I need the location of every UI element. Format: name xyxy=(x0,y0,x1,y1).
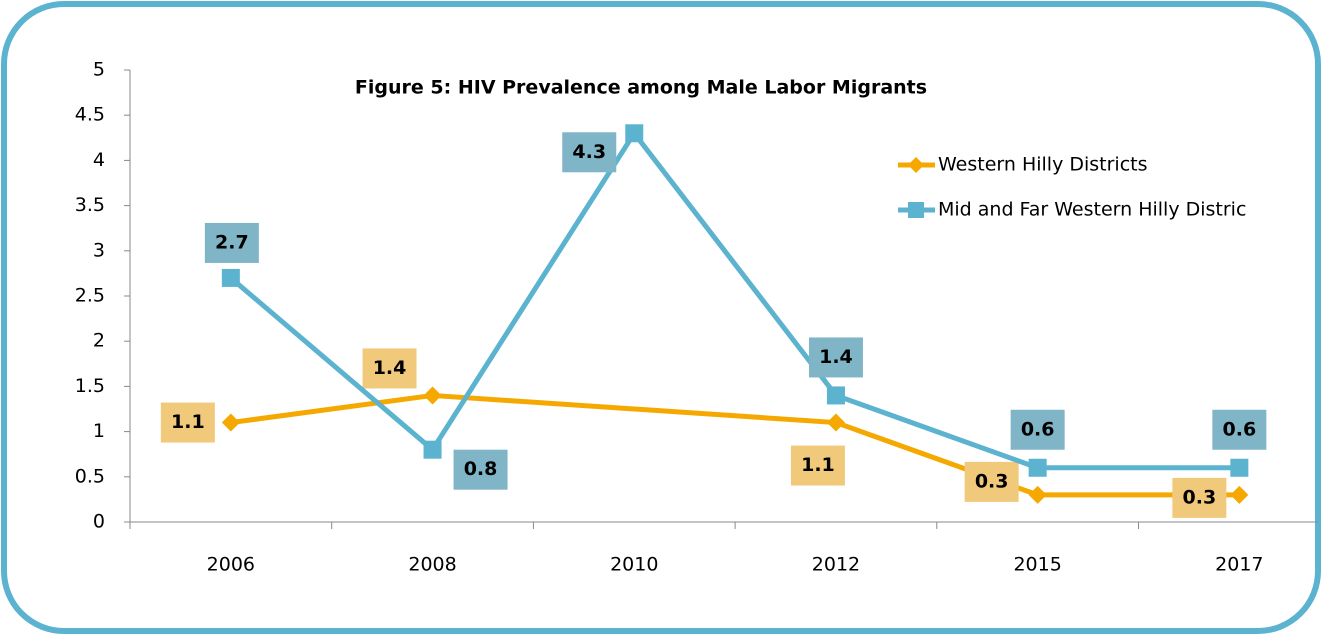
legend-marker xyxy=(908,157,924,173)
data-label-box xyxy=(1010,409,1065,450)
data-label: 1.1 xyxy=(801,454,835,476)
x-tick-label: 2017 xyxy=(1215,554,1263,576)
data-label: 0.3 xyxy=(1183,486,1217,508)
data-label-box xyxy=(160,402,215,443)
data-label-box xyxy=(1172,477,1227,518)
marker xyxy=(423,440,442,459)
data-label-box xyxy=(1212,409,1267,450)
x-tick-label: 2015 xyxy=(1013,554,1061,576)
data-label: 2.7 xyxy=(215,231,249,253)
data-label: 4.3 xyxy=(572,141,606,163)
marker xyxy=(1028,485,1047,504)
legend-marker xyxy=(908,202,924,218)
y-tick-label: 1.5 xyxy=(75,375,105,397)
y-tick-label: 3.5 xyxy=(75,194,105,216)
data-label-box xyxy=(790,445,845,486)
marker xyxy=(826,386,845,405)
x-tick-label: 2010 xyxy=(610,554,658,576)
data-label-box xyxy=(964,461,1019,502)
marker xyxy=(1028,458,1047,477)
data-label-box xyxy=(808,337,863,378)
y-tick-label: 5 xyxy=(93,59,105,81)
data-label: 0.6 xyxy=(1223,418,1257,440)
marker xyxy=(625,124,644,143)
x-tick-label: 2006 xyxy=(207,554,255,576)
legend-label: Mid and Far Western Hilly Distric xyxy=(938,199,1246,221)
y-tick-label: 4 xyxy=(93,149,105,171)
marker xyxy=(1230,485,1249,504)
data-label: 1.1 xyxy=(171,411,205,433)
data-label: 0.6 xyxy=(1021,418,1055,440)
y-tick-label: 0.5 xyxy=(75,465,105,487)
data-label: 0.8 xyxy=(464,458,498,480)
data-label-box xyxy=(453,449,508,490)
series-line xyxy=(229,130,1240,471)
data-label-box xyxy=(562,132,617,173)
data-label-box xyxy=(204,222,259,263)
marker xyxy=(826,413,845,432)
marker xyxy=(1230,458,1249,477)
data-label-box xyxy=(362,348,417,389)
y-tick-label: 0 xyxy=(93,511,105,533)
x-tick-label: 2008 xyxy=(408,554,456,576)
data-label: 1.4 xyxy=(373,357,407,379)
marker xyxy=(221,413,240,432)
gap-connector xyxy=(432,392,837,426)
data-label: 0.3 xyxy=(975,470,1009,492)
y-tick-label: 3 xyxy=(93,239,105,261)
x-tick-label: 2012 xyxy=(812,554,860,576)
data-label: 1.4 xyxy=(819,346,853,368)
chart-title: Figure 5: HIV Prevalence among Male Labo… xyxy=(355,77,927,99)
marker xyxy=(221,268,240,287)
y-tick-label: 4.5 xyxy=(75,104,105,126)
y-tick-label: 1 xyxy=(93,420,105,442)
y-tick-label: 2.5 xyxy=(75,285,105,307)
marker xyxy=(423,386,442,405)
legend-label: Western Hilly Districts xyxy=(938,154,1148,176)
y-tick-label: 2 xyxy=(93,330,105,352)
